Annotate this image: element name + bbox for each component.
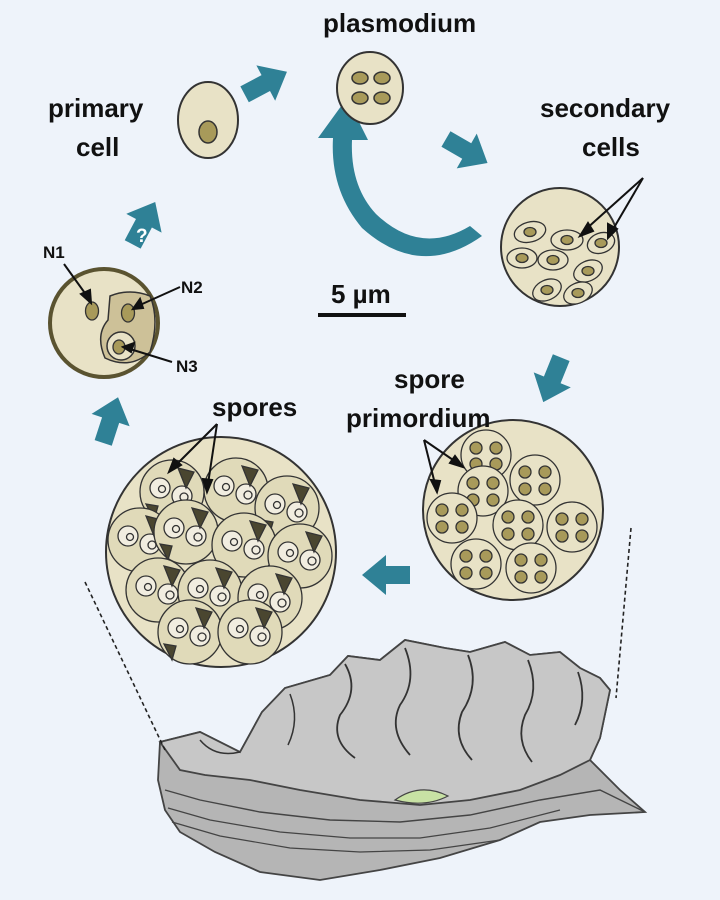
- arrow-question: ?: [115, 192, 173, 254]
- polar-cap: [304, 531, 323, 554]
- polar-cap: [274, 573, 293, 596]
- spores-cyst: [105, 436, 337, 668]
- polar-cap: [248, 520, 267, 543]
- polar-cap: [176, 467, 195, 490]
- spore-cell: [217, 599, 283, 665]
- spore-primordium-cyst: [422, 419, 604, 601]
- arrow-primary-to-plasmodium: [235, 54, 297, 112]
- primary-cell-label-line2: cell: [76, 132, 119, 162]
- n-pointer-arrows: [63, 263, 181, 363]
- zoom-line-left: [84, 581, 166, 751]
- plasmodium-cell: [336, 51, 404, 125]
- secondary-cells-label-line2: cells: [582, 132, 640, 162]
- polar-cap: [194, 607, 213, 630]
- primary-cell: [177, 81, 239, 159]
- spore-primordium-label-line2: primordium: [346, 403, 490, 433]
- arrow-spores-to-multinucleate: [84, 391, 138, 450]
- arrow-secondary-to-primordium: [524, 350, 580, 410]
- multinucleate-cell: [48, 267, 160, 379]
- secondary-cells-cyst: [500, 187, 620, 307]
- spores-pointer-arrows: [167, 423, 218, 495]
- oyster-shell-icon: [157, 639, 648, 881]
- n3-label: N3: [176, 357, 198, 376]
- secondary-pointer-arrows: [577, 177, 644, 241]
- question-mark-label: ?: [136, 226, 148, 247]
- arrow-primordium-to-spores: [362, 555, 410, 595]
- secondary-cells-label-line1: secondary: [540, 93, 671, 123]
- n1-label: N1: [43, 243, 65, 262]
- scale-bar: [318, 313, 406, 317]
- scale-bar-label: 5 µm: [331, 279, 391, 309]
- curved-arrow-icon: [318, 98, 482, 257]
- n2-label: N2: [181, 278, 203, 297]
- primordium-pointer-arrows: [423, 439, 466, 495]
- polar-cap: [291, 483, 310, 506]
- polar-cap: [162, 565, 181, 588]
- polar-cap: [190, 507, 209, 530]
- arrow-plasmodium-to-secondary: [435, 121, 498, 181]
- spore-cell: [153, 499, 219, 565]
- polar-cap: [254, 607, 273, 630]
- plasmodium-label: plasmodium: [323, 8, 476, 38]
- zoom-line-right: [615, 527, 632, 699]
- polar-cap: [214, 567, 233, 590]
- polar-cap: [240, 465, 259, 488]
- primary-cell-label-line1: primary: [48, 93, 144, 123]
- spores-label: spores: [212, 392, 297, 422]
- spore-cell: [157, 599, 223, 665]
- spore-primordium-label-line1: spore: [394, 364, 465, 394]
